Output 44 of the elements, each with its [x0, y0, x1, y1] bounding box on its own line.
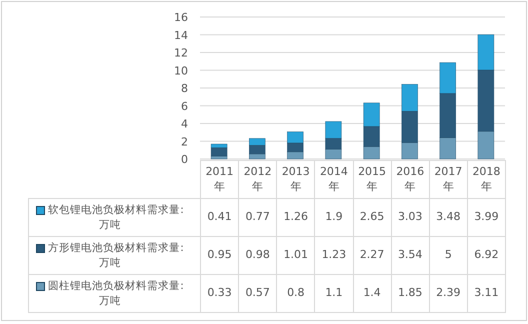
data-label: 0.98 [238, 236, 278, 275]
data-label: 0.41 [200, 198, 240, 237]
y-tick-label: 10 [174, 64, 188, 78]
x-tick-label: 2016年 [390, 160, 430, 199]
y-tick-label: 0 [181, 153, 188, 166]
x-tick-label: 2018年 [466, 160, 506, 199]
x-tick-label: 2013年 [276, 160, 316, 199]
y-tick-label: 16 [174, 11, 188, 24]
y-tick-label: 2 [181, 135, 188, 148]
legend-label: 软包锂电池负极材料需求量:万吨 [48, 204, 184, 230]
y-tick-label: 12 [174, 46, 188, 60]
data-label: 2.39 [428, 274, 468, 313]
data-label: 3.03 [390, 198, 430, 237]
data-label: 0.8 [276, 274, 316, 313]
data-label: 2.27 [352, 236, 392, 275]
data-label: 1.26 [276, 198, 316, 237]
y-tick-label: 4 [181, 118, 188, 130]
data-label: 1.01 [276, 236, 316, 275]
data-label: 5 [428, 236, 468, 275]
legend-label: 方形锂电池负极材料需求量:万吨 [48, 242, 184, 268]
data-label: 0.57 [238, 274, 278, 313]
x-tick-label: 2011年 [200, 160, 240, 199]
data-label: 3.48 [428, 198, 468, 237]
data-label: 1.4 [352, 274, 392, 313]
y-tick-label: 6 [181, 100, 188, 113]
data-label: 1.9 [314, 198, 354, 237]
data-label: 1.23 [314, 236, 354, 275]
data-label: 3.11 [466, 274, 506, 313]
x-tick-label: 2017年 [428, 160, 468, 199]
x-tick-label: 2012年 [238, 160, 278, 199]
data-label: 2.65 [352, 198, 392, 237]
y-tick-label: 14 [174, 28, 188, 42]
data-label: 1.1 [314, 274, 354, 313]
x-tick-label: 2015年 [352, 160, 392, 199]
y-tick-label: 8 [181, 82, 188, 95]
data-label: 0.33 [200, 274, 240, 313]
data-label: 3.99 [466, 198, 506, 237]
data-label: 0.95 [200, 236, 240, 275]
data-label: 3.54 [390, 236, 430, 275]
legend-label: 圆柱锂电池负极材料需求量:万吨 [48, 280, 184, 306]
data-label: 1.85 [390, 274, 430, 313]
data-label: 0.77 [238, 198, 278, 237]
data-label: 6.92 [466, 236, 506, 275]
x-tick-label: 2014年 [314, 160, 354, 199]
